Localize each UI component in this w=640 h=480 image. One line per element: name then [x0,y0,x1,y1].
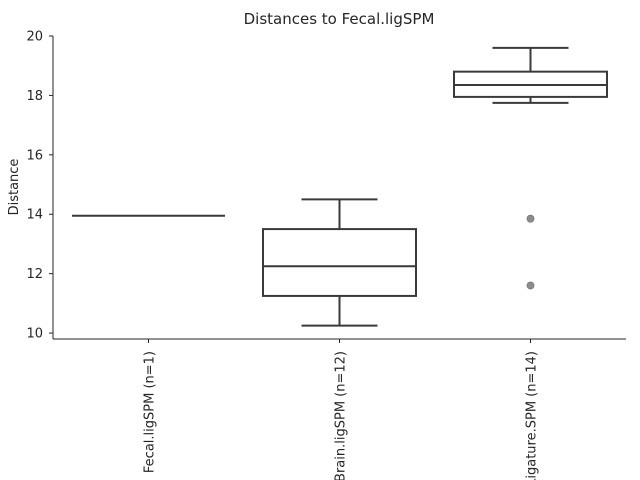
y-tick-label: 20 [26,30,43,45]
y-tick-label: 14 [26,208,43,223]
outlier-point [526,281,535,290]
y-tick-label: 12 [26,267,43,282]
box-group [262,198,417,327]
outlier-point [526,214,535,223]
y-tick-label: 18 [26,89,43,104]
box-group [453,46,608,290]
x-tick-label: Ligature.SPM (n=14) [525,351,540,480]
x-tick-label: Brain.ligSPM (n=12) [334,351,349,480]
y-axis-label: Distance [7,159,22,216]
iqr-box [262,228,417,297]
y-tick-label: 10 [26,327,43,342]
y-tick-label: 16 [26,148,43,163]
chart-title: Distances to Fecal.ligSPM [244,10,435,28]
plot-layer [72,46,608,327]
axes-layer [49,35,626,343]
x-tick-label: Fecal.ligSPM (n=1) [143,351,158,473]
text-layer: Distances to Fecal.ligSPM Distance 10 12 1… [7,10,540,480]
